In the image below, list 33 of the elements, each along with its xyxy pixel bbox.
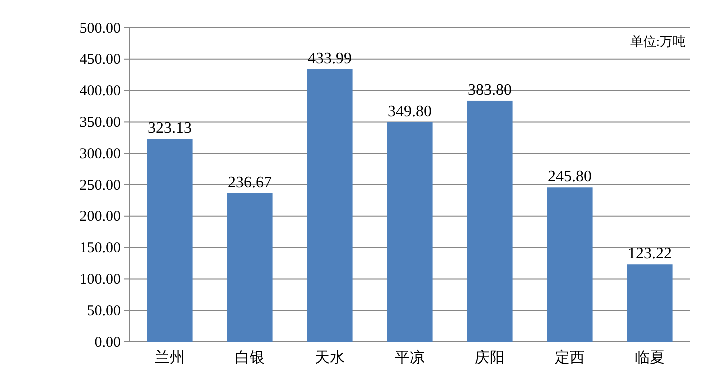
x-tick-label: 临夏 [635,350,665,367]
y-tick-label: 350.00 [80,115,121,131]
bar [467,100,513,342]
y-tick-label: 450.00 [80,52,121,68]
x-tick-label: 定西 [555,350,585,367]
data-label: 349.80 [388,103,432,120]
bar [387,122,433,342]
y-tick-label: 500.00 [80,20,121,37]
y-tick-label: 50.00 [87,303,121,320]
x-tick-label: 天水 [315,350,345,367]
bar [227,193,273,342]
y-tick-label: 0.00 [94,334,121,351]
y-tick-label: 300.00 [80,146,121,162]
y-tick-label: 100.00 [80,272,121,288]
y-tick-label: 150.00 [80,240,121,257]
bar [307,69,353,342]
x-tick-label: 白银 [235,350,265,367]
x-tick-label: 平凉 [395,350,425,367]
data-label: 123.22 [628,246,672,263]
annotation: 单位:万吨 [630,34,686,49]
data-label: 323.13 [148,120,192,138]
y-tick-label: 200.00 [80,209,121,226]
bar [547,188,593,342]
data-label: 236.67 [228,174,272,192]
data-label: 433.99 [308,50,352,68]
y-tick-label: 250.00 [80,178,121,194]
x-tick-label: 兰州 [155,350,185,367]
x-tick-label: 庆阳 [475,350,505,367]
bar [627,264,673,342]
data-label: 383.80 [468,82,512,99]
data-label: 245.80 [548,168,592,186]
y-tick-label: 400.00 [80,84,121,100]
bar [147,139,193,342]
